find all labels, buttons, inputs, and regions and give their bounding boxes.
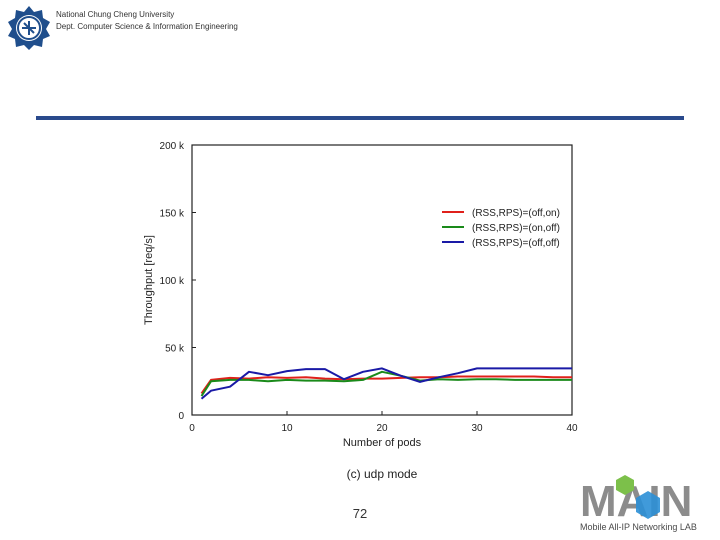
logo-green-hexagon — [616, 475, 634, 495]
y-tick-label: 0 — [178, 411, 184, 422]
x-axis-label: Number of pods — [343, 437, 422, 449]
throughput-chart: 0 50 k 100 k 150 k 200 k 0 10 20 30 40 (RSS,RPS)… — [143, 141, 578, 481]
title-divider — [36, 116, 684, 120]
main-lab-logo: MAIN Mobile All-IP Networking LAB — [580, 475, 697, 532]
y-tick-label: 50 k — [165, 344, 185, 355]
legend-label: (RSS,RPS)=(on,off) — [472, 223, 560, 234]
legend-label: (RSS,RPS)=(off,on) — [472, 208, 560, 219]
x-tick-label: 0 — [189, 423, 195, 434]
series-line-3 — [200, 367, 572, 400]
chart-caption: (c) udp mode — [347, 467, 418, 481]
plot-area — [191, 144, 573, 416]
y-axis-label: Throughput [req/s] — [143, 235, 155, 325]
header-text: National Chung Cheng University Dept. Co… — [56, 9, 238, 33]
x-axis-ticks: 0 10 20 30 40 — [189, 411, 578, 434]
university-name: National Chung Cheng University — [56, 10, 175, 19]
legend-label: (RSS,RPS)=(off,off) — [472, 238, 560, 249]
legend: (RSS,RPS)=(off,on) (RSS,RPS)=(on,off) (RSS… — [442, 208, 560, 249]
series-lines — [200, 367, 572, 400]
page-number: 72 — [352, 506, 368, 521]
series-line-1 — [200, 375, 572, 394]
y-tick-label: 100 k — [160, 276, 185, 287]
x-tick-label: 30 — [471, 423, 483, 434]
logo-blue-hexagon — [636, 491, 660, 519]
lab-tagline: Mobile All-IP Networking LAB — [580, 522, 697, 532]
department-name: Dept. Computer Science & Information Eng… — [56, 22, 238, 31]
y-axis-ticks: 0 50 k 100 k 150 k 200 k — [160, 141, 196, 422]
x-tick-label: 10 — [281, 423, 293, 434]
y-tick-label: 150 k — [160, 209, 185, 220]
university-emblem-icon — [8, 6, 50, 50]
y-tick-label: 200 k — [160, 141, 185, 152]
series-line-2 — [200, 370, 572, 397]
x-tick-label: 20 — [376, 423, 388, 434]
x-tick-label: 40 — [566, 423, 578, 434]
